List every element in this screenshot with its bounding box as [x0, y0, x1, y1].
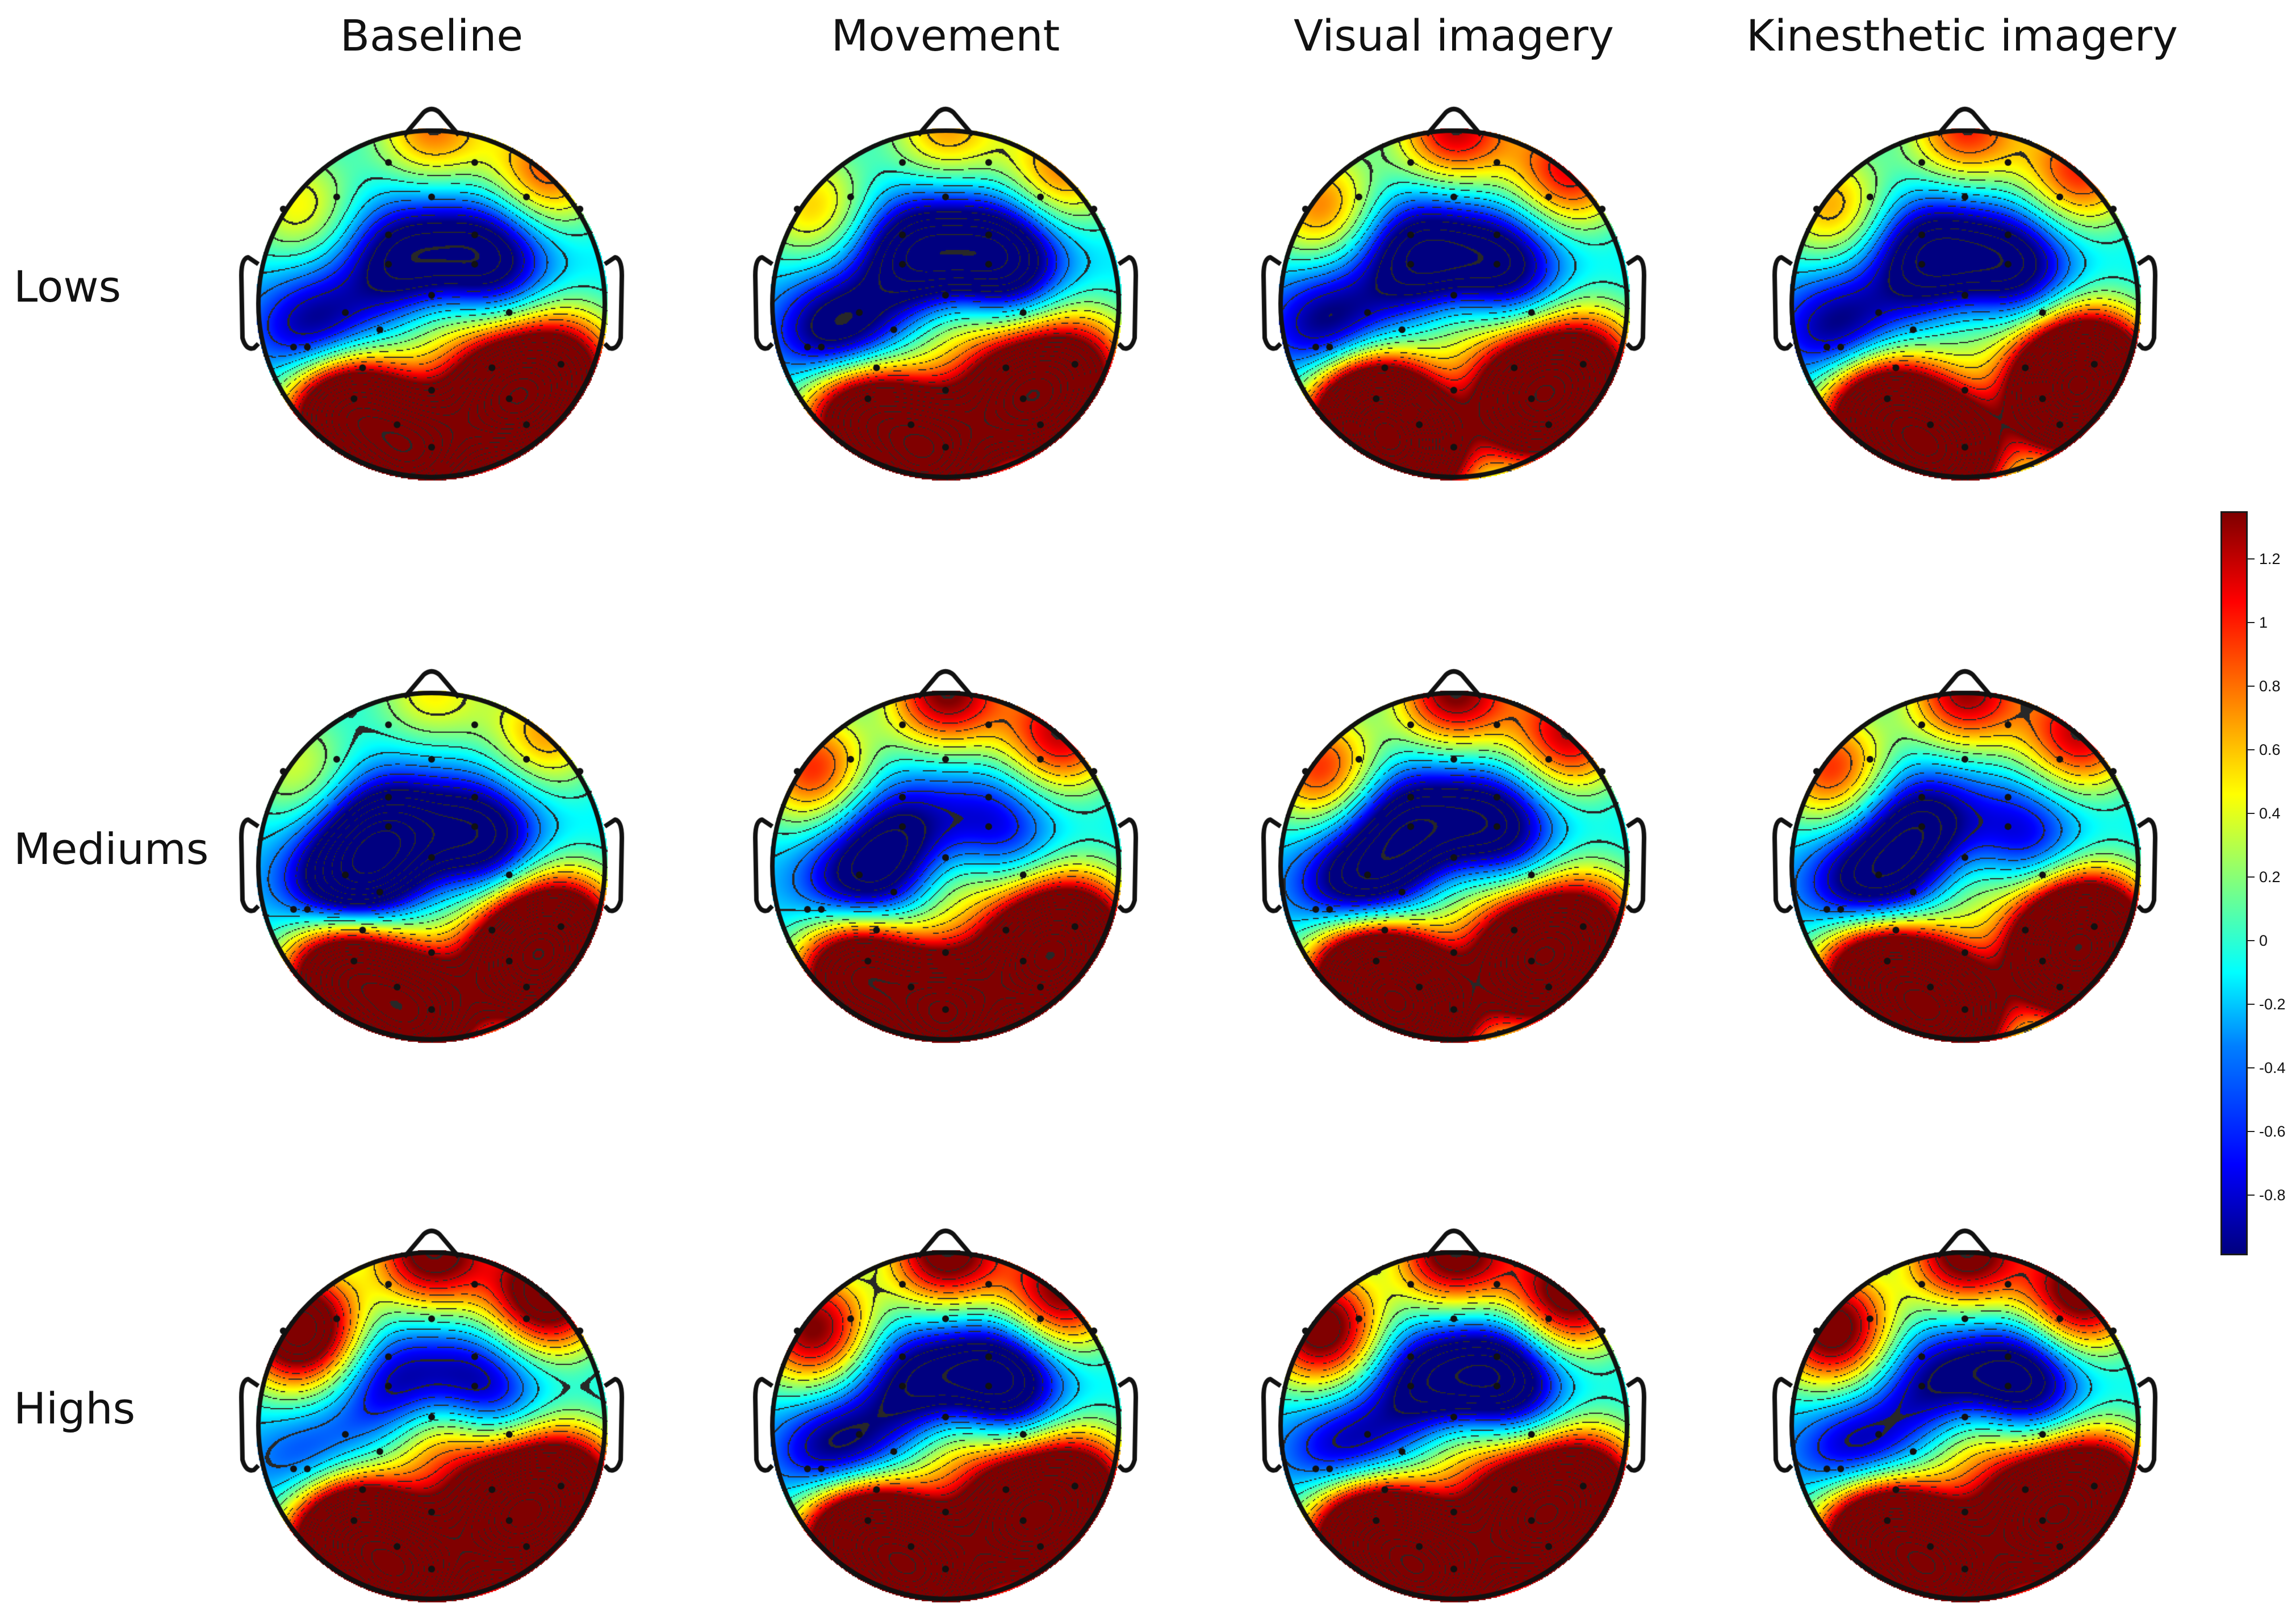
colorbar-tick-label: 0.6 — [2259, 741, 2281, 758]
colorbar-tick-label: -0.4 — [2259, 1059, 2286, 1076]
topomap-highs-movement — [747, 1207, 1144, 1616]
row-label-mediums: Mediums — [14, 824, 209, 874]
topomap-lows-kinesthetic-imagery — [1766, 85, 2164, 494]
row-label-highs: Highs — [14, 1383, 136, 1434]
colorbar-tick-label: 0.2 — [2259, 868, 2281, 886]
topomap-lows-visual-imagery — [1255, 85, 1653, 494]
colorbar-tick-label: 0.4 — [2259, 805, 2281, 822]
colorbar-tick — [2248, 749, 2255, 750]
colorbar-tick — [2248, 1067, 2255, 1068]
colorbar-tick — [2248, 686, 2255, 687]
colorbar-tick-label: -0.8 — [2259, 1187, 2286, 1204]
topomap-mediums-visual-imagery — [1255, 648, 1653, 1057]
colorbar-tick — [2248, 1195, 2255, 1196]
column-title-visual-imagery: Visual imagery — [1294, 10, 1614, 61]
colorbar-tick-label: 0 — [2259, 932, 2268, 949]
colorbar-tick-label: 1.2 — [2259, 550, 2281, 567]
colorbar-tick — [2248, 876, 2255, 878]
topomap-lows-baseline — [233, 85, 630, 494]
topomap-mediums-movement — [747, 648, 1144, 1057]
column-title-movement: Movement — [831, 10, 1060, 61]
colorbar-tick — [2248, 558, 2255, 559]
topomap-mediums-baseline — [233, 648, 630, 1057]
topomap-highs-kinesthetic-imagery — [1766, 1207, 2164, 1616]
colorbar-tick-label: -0.2 — [2259, 996, 2286, 1013]
colorbar-tick — [2248, 1004, 2255, 1005]
colorbar — [2220, 511, 2248, 1255]
topomap-highs-visual-imagery — [1255, 1207, 1653, 1616]
colorbar-tick-label: -0.6 — [2259, 1123, 2286, 1140]
topomap-mediums-kinesthetic-imagery — [1766, 648, 2164, 1057]
column-title-baseline: Baseline — [340, 10, 524, 61]
colorbar-tick — [2248, 1131, 2255, 1132]
row-label-lows: Lows — [14, 261, 122, 312]
column-title-kinesthetic-imagery: Kinesthetic imagery — [1746, 10, 2178, 61]
colorbar-tick — [2248, 940, 2255, 941]
colorbar-tick-label: 1 — [2259, 614, 2268, 631]
colorbar-tick-label: 0.8 — [2259, 678, 2281, 695]
colorbar-tick — [2248, 813, 2255, 814]
topomap-lows-movement — [747, 85, 1144, 494]
colorbar-tick — [2248, 622, 2255, 623]
topomap-highs-baseline — [233, 1207, 630, 1616]
